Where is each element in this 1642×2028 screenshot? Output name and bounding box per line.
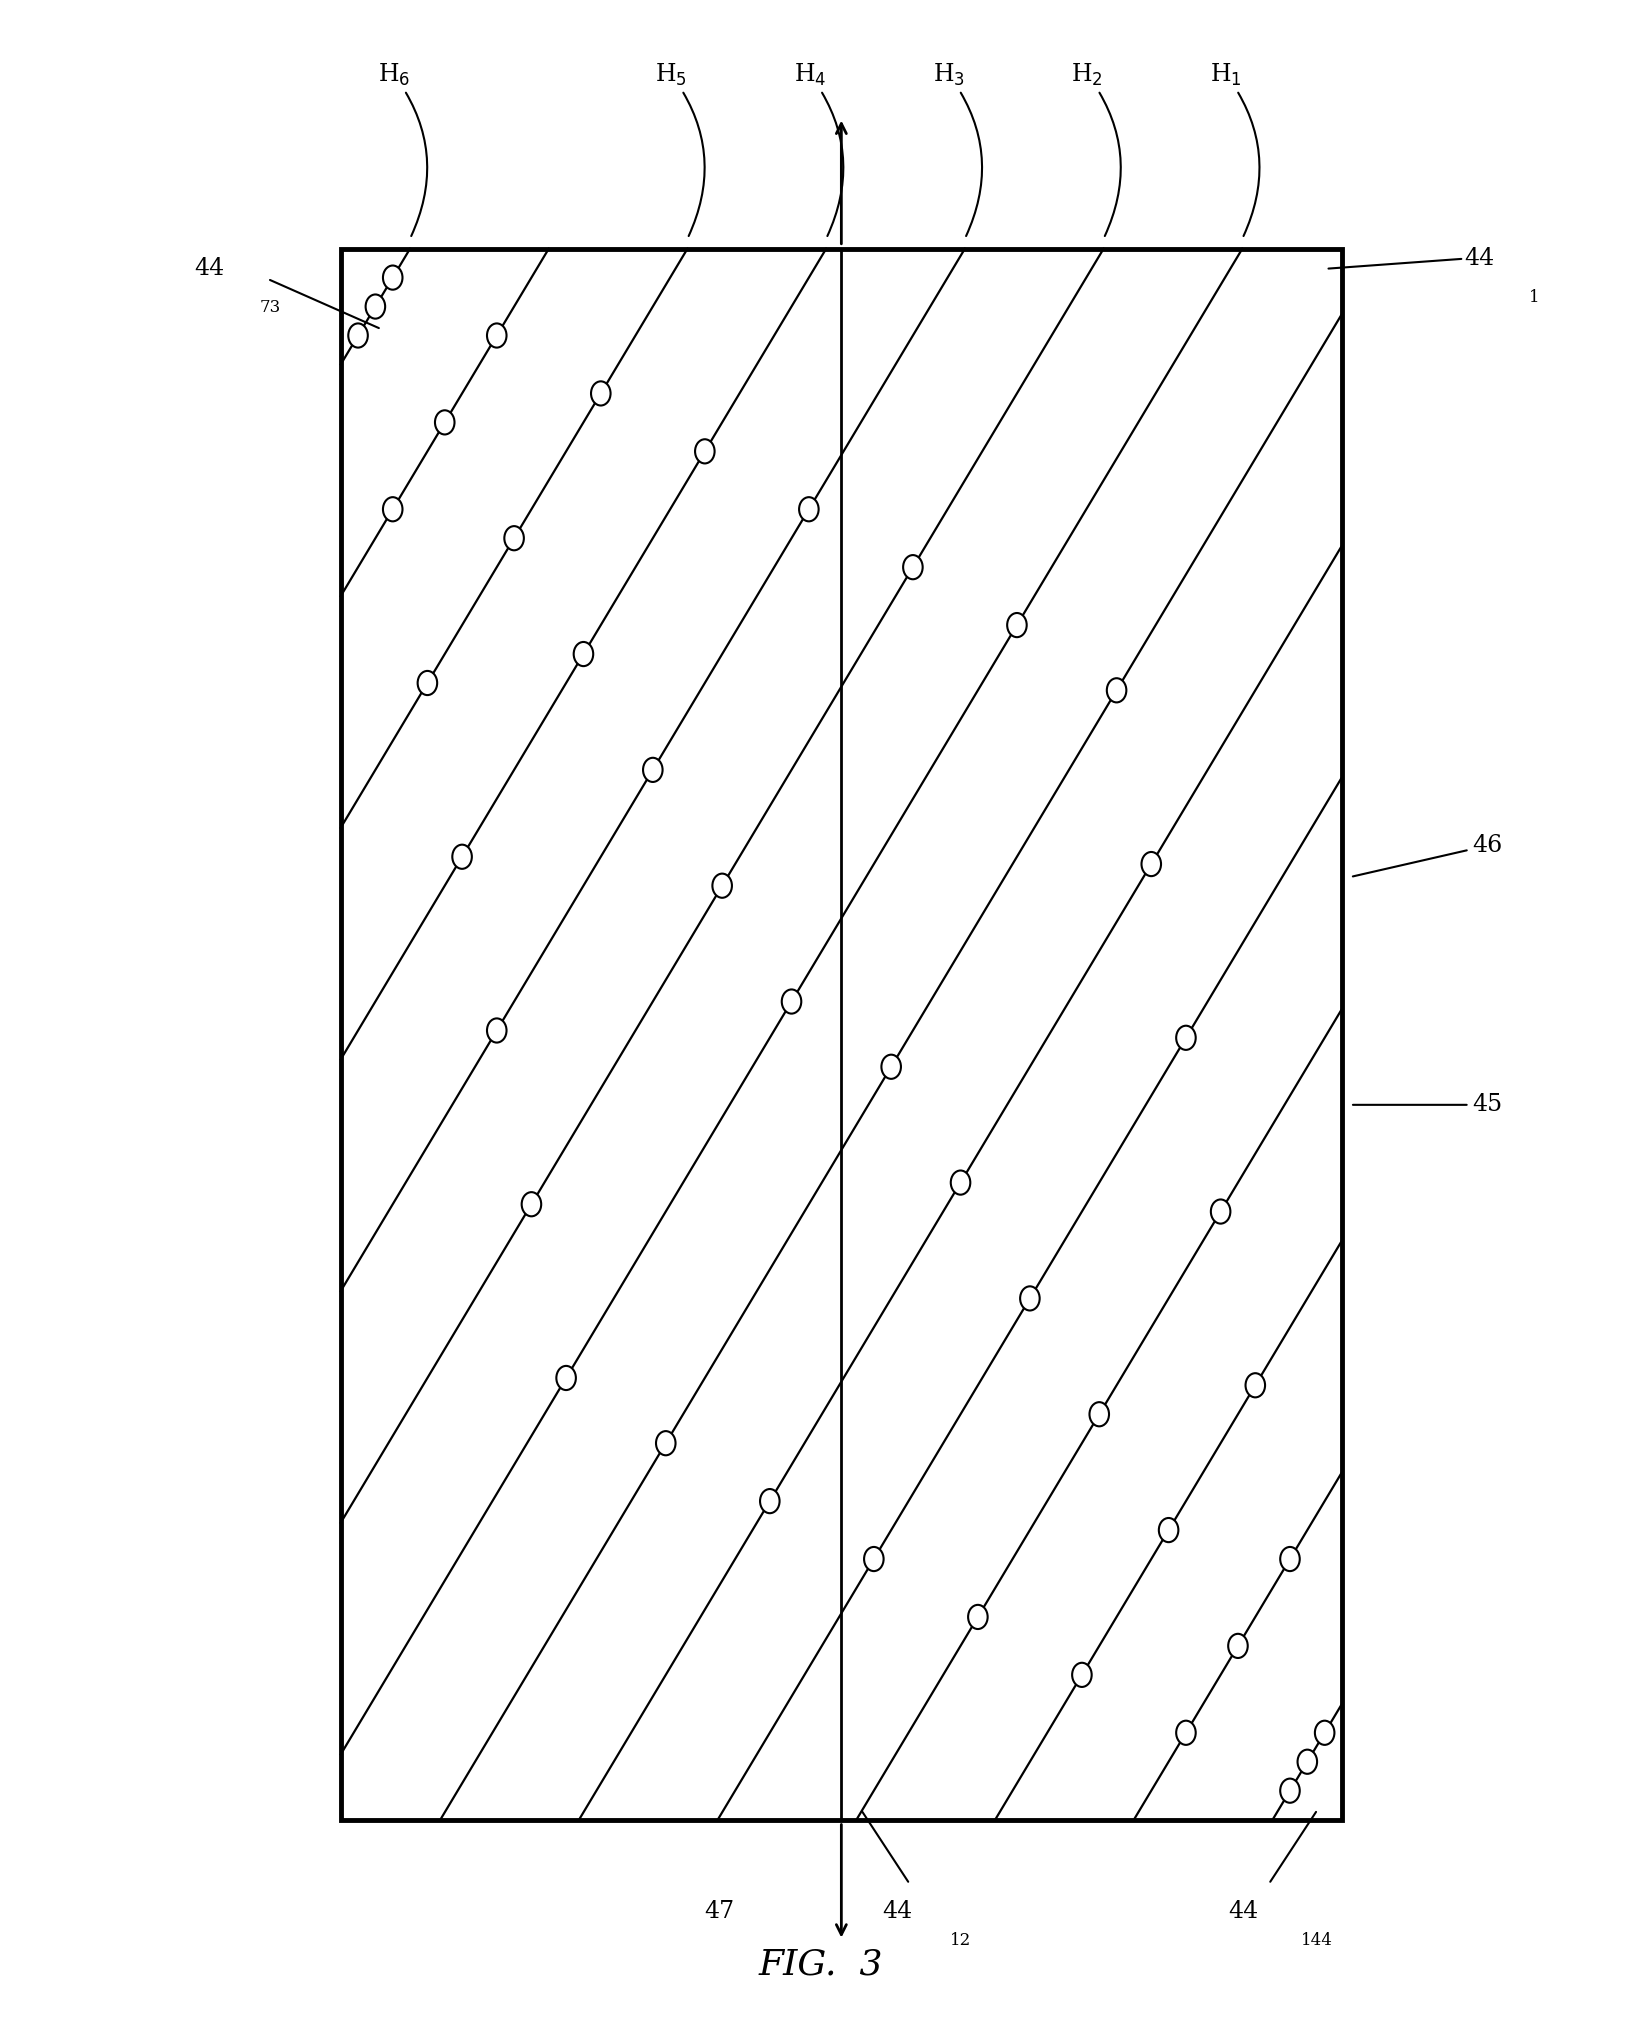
Text: H$_2$: H$_2$	[1072, 61, 1121, 235]
Text: 44: 44	[194, 258, 225, 280]
Circle shape	[1107, 677, 1126, 702]
Circle shape	[644, 758, 663, 783]
Circle shape	[1007, 612, 1026, 637]
Circle shape	[348, 322, 368, 347]
Circle shape	[1210, 1199, 1230, 1223]
Circle shape	[1141, 852, 1161, 876]
Circle shape	[452, 844, 471, 868]
Circle shape	[969, 1604, 987, 1628]
Circle shape	[1315, 1720, 1335, 1744]
Circle shape	[951, 1170, 970, 1194]
Text: 45: 45	[1353, 1093, 1502, 1115]
Circle shape	[760, 1489, 780, 1513]
Circle shape	[383, 266, 402, 290]
Text: H$_6$: H$_6$	[378, 61, 427, 235]
Circle shape	[435, 410, 455, 434]
Circle shape	[657, 1432, 675, 1456]
Circle shape	[573, 643, 593, 665]
Text: 44: 44	[882, 1900, 913, 1923]
Circle shape	[1246, 1373, 1264, 1397]
Text: H$_3$: H$_3$	[933, 61, 982, 235]
Circle shape	[903, 556, 923, 580]
Circle shape	[366, 294, 386, 318]
Circle shape	[1297, 1750, 1317, 1774]
Circle shape	[695, 440, 714, 464]
Circle shape	[417, 671, 437, 696]
Circle shape	[1176, 1720, 1195, 1744]
Circle shape	[1281, 1547, 1300, 1572]
Circle shape	[713, 874, 732, 898]
Text: H$_1$: H$_1$	[1210, 61, 1259, 235]
Circle shape	[557, 1367, 576, 1389]
Text: 73: 73	[259, 298, 281, 316]
Text: H$_5$: H$_5$	[655, 61, 704, 235]
Circle shape	[1281, 1779, 1300, 1803]
Circle shape	[882, 1055, 901, 1079]
Circle shape	[1072, 1663, 1092, 1687]
Circle shape	[1159, 1519, 1179, 1541]
Text: 46: 46	[1353, 834, 1502, 876]
Circle shape	[782, 990, 801, 1014]
Circle shape	[1228, 1635, 1248, 1659]
Circle shape	[488, 1018, 506, 1042]
Circle shape	[864, 1547, 883, 1572]
Circle shape	[1090, 1401, 1108, 1426]
Bar	[340, 249, 1342, 1819]
Text: 44: 44	[1228, 1900, 1258, 1923]
Circle shape	[488, 322, 506, 347]
Text: 12: 12	[951, 1933, 972, 1949]
Text: 1: 1	[1529, 288, 1540, 306]
Text: FIG.  3: FIG. 3	[759, 1947, 883, 1981]
Text: 144: 144	[1302, 1933, 1333, 1949]
Circle shape	[1176, 1026, 1195, 1051]
Circle shape	[383, 497, 402, 521]
Circle shape	[504, 525, 524, 550]
Text: 47: 47	[704, 1900, 734, 1923]
Circle shape	[591, 381, 611, 406]
Circle shape	[800, 497, 819, 521]
Text: H$_4$: H$_4$	[793, 61, 844, 235]
Circle shape	[522, 1192, 542, 1217]
Circle shape	[1020, 1286, 1039, 1310]
Text: 44: 44	[1465, 247, 1494, 270]
